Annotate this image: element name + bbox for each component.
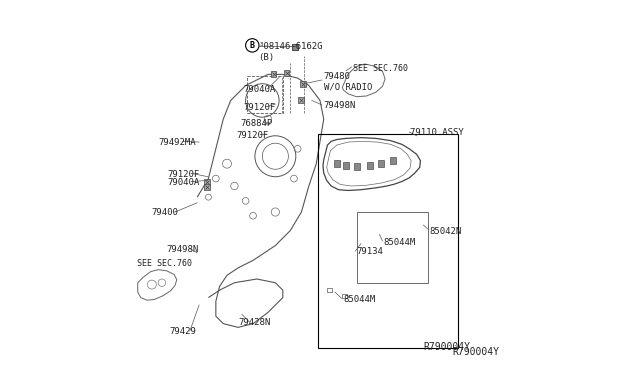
Bar [204,184,209,190]
Text: 79480
W/O RADIO: 79480 W/O RADIO [324,72,372,92]
Bar [342,294,347,298]
Text: B: B [250,41,255,50]
Bar [343,162,349,169]
Bar [271,71,276,77]
Text: 79498N: 79498N [167,245,199,254]
Bar [284,70,289,76]
Bar [204,179,209,185]
Text: R790004Y: R790004Y [452,347,499,357]
Bar [367,162,373,169]
Text: 79040A: 79040A [168,178,200,187]
Text: SEE SEC.760: SEE SEC.760 [137,259,192,267]
Text: R790004Y: R790004Y [424,342,470,352]
Text: 79120F: 79120F [236,131,269,140]
Bar [328,288,332,292]
Text: 79120F: 79120F [244,103,276,112]
Text: 85042N: 85042N [429,227,462,236]
Text: ³08146-6162G: ³08146-6162G [259,42,323,51]
Text: 76884P: 76884P [240,119,272,128]
Bar [390,157,396,164]
Bar [357,212,428,283]
Text: 79498N: 79498N [324,101,356,110]
Text: 79400: 79400 [152,208,179,217]
Text: 79134: 79134 [356,247,383,256]
Bar [334,160,340,167]
Bar [300,81,306,87]
Text: 85044M: 85044M [383,238,415,247]
Bar [378,160,385,167]
Text: 79120F: 79120F [168,170,200,179]
Text: SEE SEC.760: SEE SEC.760 [353,64,408,73]
Text: 79492MA: 79492MA [158,138,196,147]
Bar [318,134,458,348]
Text: (B): (B) [259,53,275,62]
Text: 85044M: 85044M [344,295,376,304]
Text: 79040A: 79040A [244,85,276,94]
Text: 79429: 79429 [170,327,196,336]
Text: 79428N: 79428N [238,318,271,327]
Bar [298,97,305,103]
Bar [354,163,360,170]
Text: 79110 ASSY: 79110 ASSY [410,128,464,137]
